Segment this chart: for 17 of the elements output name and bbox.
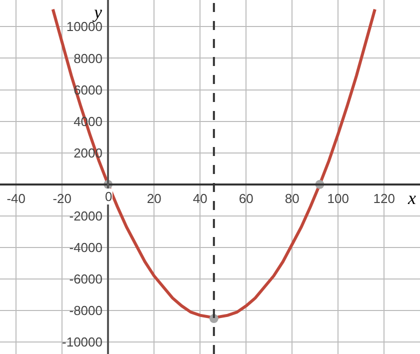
x-tick-label: -40 xyxy=(6,191,26,206)
x-tick-label: 80 xyxy=(284,191,300,206)
y-tick-label: 8000 xyxy=(74,50,103,66)
y-tick-label: -8000 xyxy=(69,303,103,318)
x-tick-label: 20 xyxy=(146,191,162,206)
x-axis-title: x xyxy=(407,188,416,208)
y-tick-label: -4000 xyxy=(69,240,103,256)
x-tick-label: 0 xyxy=(105,189,112,204)
x-tick-label: 40 xyxy=(192,191,208,206)
y-axis-title: y xyxy=(92,2,102,22)
y-tick-label: -2000 xyxy=(69,208,103,224)
y-tick-label: -10000 xyxy=(62,334,103,350)
x-tick-label: -20 xyxy=(52,191,72,206)
x-tick-label: 100 xyxy=(327,191,349,206)
x-tick-label: 60 xyxy=(238,191,254,206)
x-tick-label: 120 xyxy=(373,191,395,206)
y-tick-label: -6000 xyxy=(69,272,103,287)
